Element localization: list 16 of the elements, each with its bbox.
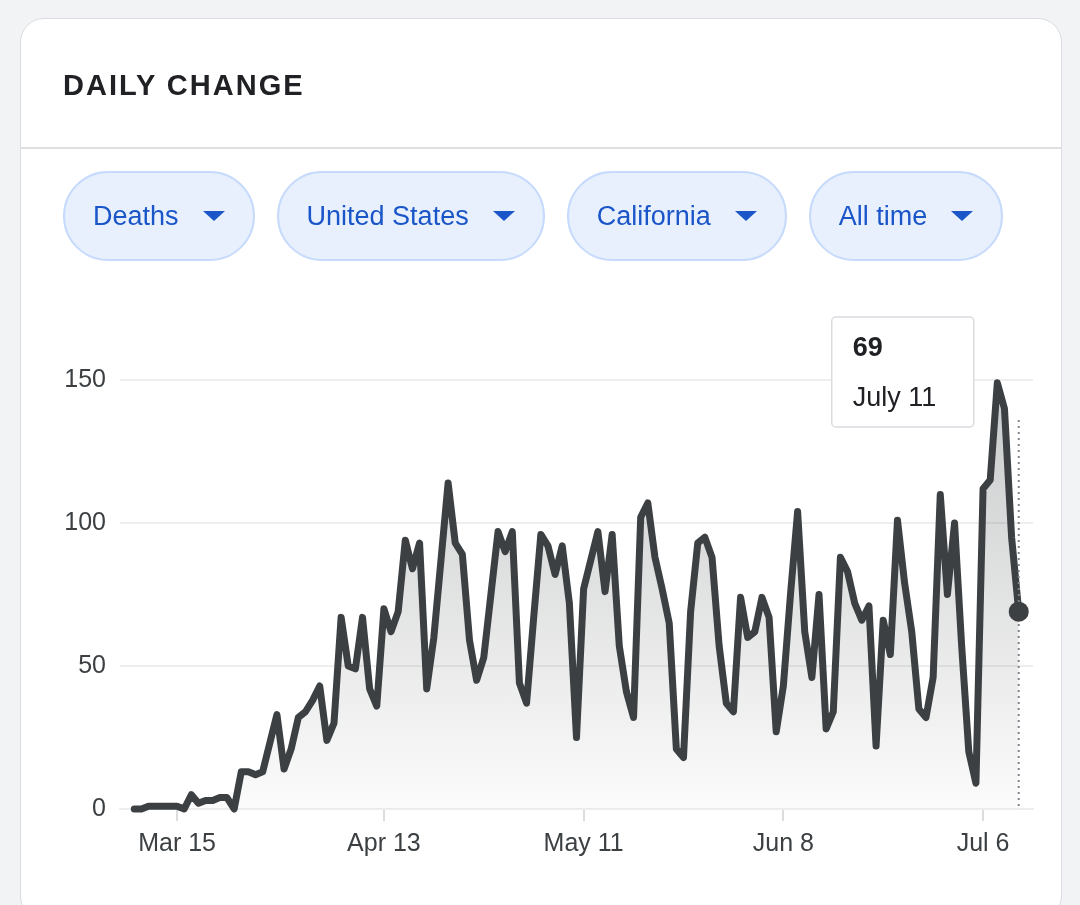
- text: California: [596, 200, 711, 232]
- x-tick-label: Mar 15: [138, 827, 216, 856]
- y-tick-label: 0: [92, 792, 106, 821]
- chart-title: DAILY CHANGE: [63, 69, 305, 102]
- x-tick-label: Jun 8: [752, 827, 814, 856]
- x-tick-label: Jul 6: [956, 827, 1010, 856]
- text: All time: [838, 200, 928, 232]
- x-tick-label: Apr 13: [347, 827, 421, 856]
- x-tick-label: May 11: [543, 827, 624, 856]
- y-tick-label: 50: [78, 649, 106, 678]
- text: United States: [306, 200, 469, 232]
- annotation: July 11: [852, 382, 937, 413]
- y-tick-label: 100: [64, 506, 106, 535]
- text: 69: [852, 332, 883, 363]
- text: Deaths: [93, 200, 179, 232]
- y-tick-label: 150: [64, 363, 106, 392]
